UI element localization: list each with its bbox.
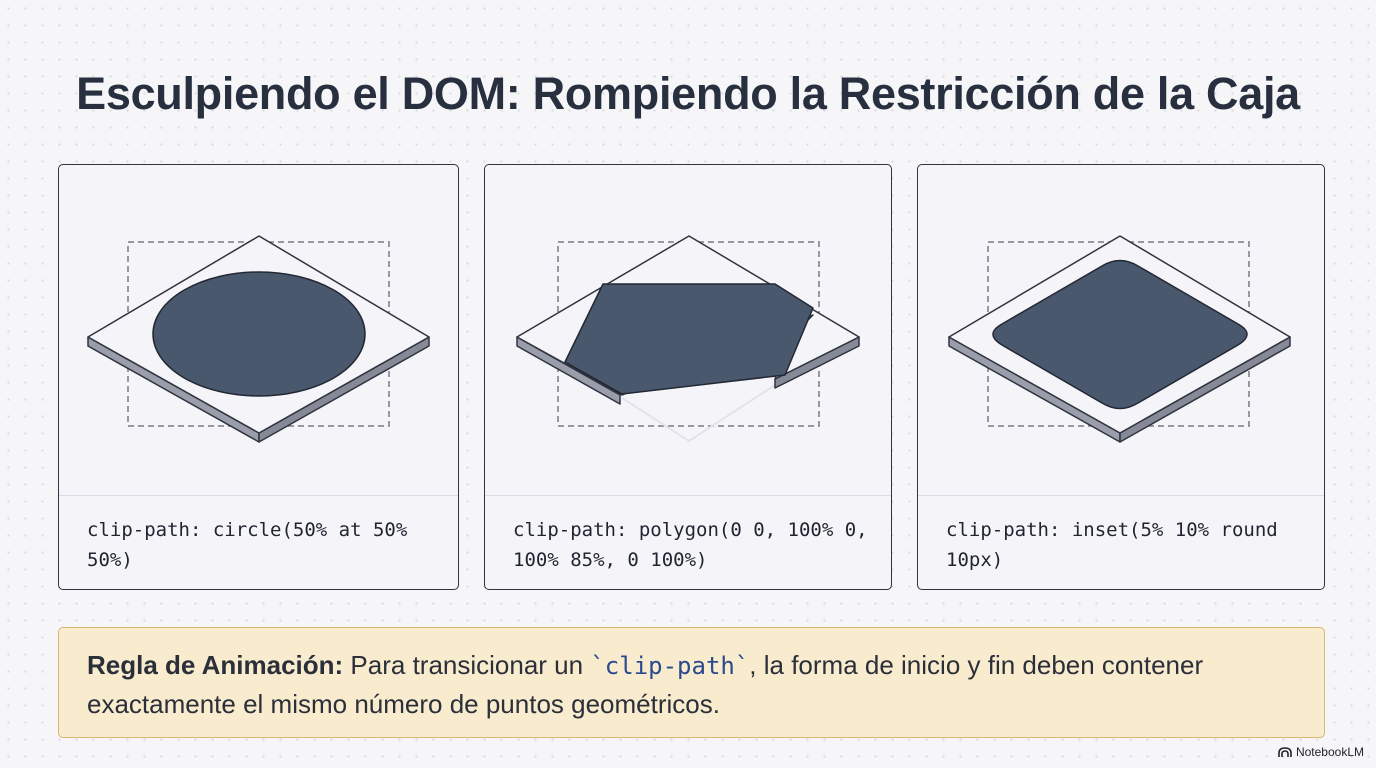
animation-rule-callout: Regla de Animación: Para transicionar un… bbox=[58, 627, 1325, 738]
clipped-circle-shape bbox=[152, 271, 366, 397]
clipped-inset-shape bbox=[992, 259, 1248, 410]
notebooklm-brand: NotebookLM bbox=[1278, 745, 1364, 759]
card-divider bbox=[485, 495, 891, 496]
rule-text-before: Para transicionar un bbox=[343, 650, 591, 680]
card-caption: clip-path: polygon(0 0, 100% 0, 100% 85%… bbox=[513, 519, 868, 571]
card-caption: clip-path: circle(50% at 50% 50%) bbox=[87, 519, 408, 571]
card-circle: clip-path: circle(50% at 50% 50%) bbox=[58, 164, 459, 590]
card-caption: clip-path: inset(5% 10% round 10px) bbox=[946, 519, 1278, 571]
rule-label: Regla de Animación: bbox=[87, 650, 344, 680]
polygon-clip-illustration bbox=[485, 165, 891, 495]
circle-clip-illustration bbox=[59, 165, 458, 495]
clipped-away-ghost-edge bbox=[621, 384, 776, 443]
card-polygon: clip-path: polygon(0 0, 100% 0, 100% 85%… bbox=[484, 164, 892, 590]
card-divider bbox=[918, 495, 1324, 496]
card-divider bbox=[59, 495, 458, 496]
clipped-polygon-shape bbox=[564, 283, 814, 395]
notebooklm-logo-icon bbox=[1278, 746, 1292, 757]
rule-text-after: , la forma de inicio y fin deben contene… bbox=[87, 650, 1204, 719]
inset-clip-illustration bbox=[918, 165, 1324, 495]
rule-code: `clip-path` bbox=[590, 652, 750, 680]
page-title: Esculpiendo el DOM: Rompiendo la Restric… bbox=[76, 68, 1300, 119]
brand-name: NotebookLM bbox=[1295, 745, 1364, 759]
card-inset: clip-path: inset(5% 10% round 10px) bbox=[917, 164, 1325, 590]
